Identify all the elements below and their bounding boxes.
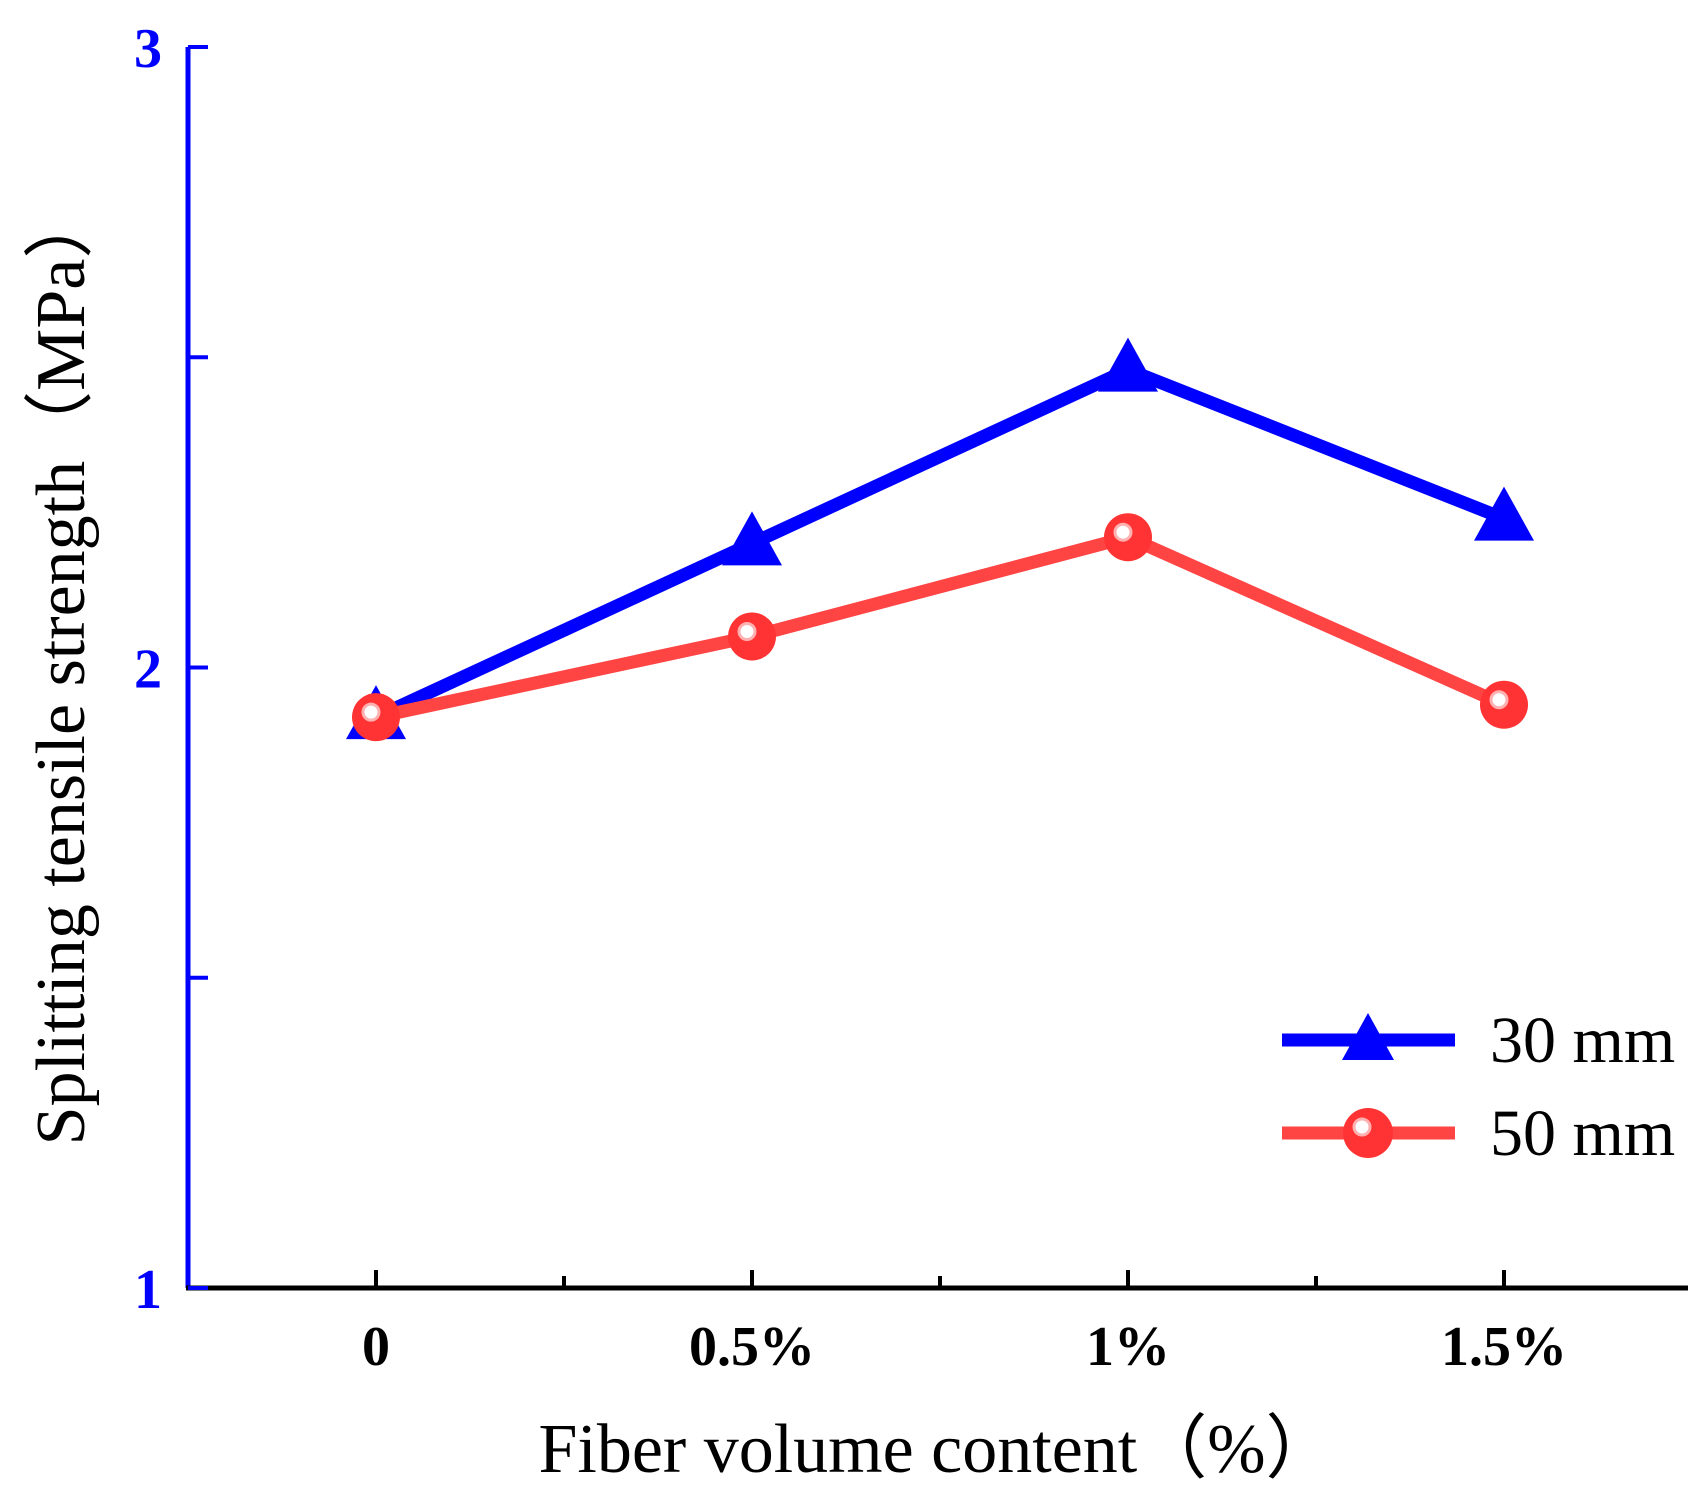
y-tick-label: 3 xyxy=(134,18,162,80)
legend-marker-30mm xyxy=(1342,1013,1394,1060)
y-ticks: 1 2 3 xyxy=(134,18,208,1321)
y-axis-title: Splitting tensile strength（MPa） xyxy=(23,189,100,1146)
data-point-30mm xyxy=(1098,337,1158,392)
axes xyxy=(185,47,1688,1291)
legend: 30 mm 50 mm xyxy=(1282,1004,1675,1170)
data-point-highlight-50mm xyxy=(361,702,381,722)
y-tick-label: 1 xyxy=(134,1259,162,1321)
x-tick-label: 1% xyxy=(1086,1316,1170,1378)
legend-marker-50mm-highlight xyxy=(1352,1117,1372,1137)
series-line-30mm xyxy=(373,362,1507,724)
x-tick-label: 1.5% xyxy=(1441,1316,1567,1378)
x-ticks: 0 0.5% 1% 1.5% xyxy=(362,1270,1567,1378)
series-line-50mm xyxy=(374,530,1507,724)
data-point-highlight-50mm xyxy=(1113,522,1133,542)
data-point-30mm xyxy=(1474,486,1534,541)
x-tick-label: 0 xyxy=(362,1316,390,1378)
legend-label-30mm: 30 mm xyxy=(1490,1004,1675,1077)
series-layer xyxy=(346,337,1534,742)
data-point-highlight-50mm xyxy=(1489,690,1509,710)
legend-label-50mm: 50 mm xyxy=(1490,1097,1675,1170)
y-tick-label: 2 xyxy=(134,639,162,701)
data-point-highlight-50mm xyxy=(737,621,757,641)
x-tick-label: 0.5% xyxy=(689,1316,815,1378)
data-point-30mm xyxy=(722,511,782,566)
x-axis-title: Fiber volume content（%） xyxy=(538,1411,1335,1488)
